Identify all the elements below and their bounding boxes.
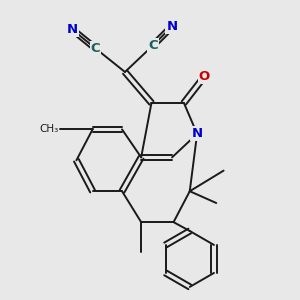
Text: C: C <box>91 42 100 55</box>
Text: C: C <box>148 39 158 52</box>
Text: N: N <box>66 23 77 36</box>
Text: N: N <box>167 20 178 33</box>
Text: CH₃: CH₃ <box>40 124 59 134</box>
Text: N: N <box>191 127 203 140</box>
Text: O: O <box>199 70 210 83</box>
